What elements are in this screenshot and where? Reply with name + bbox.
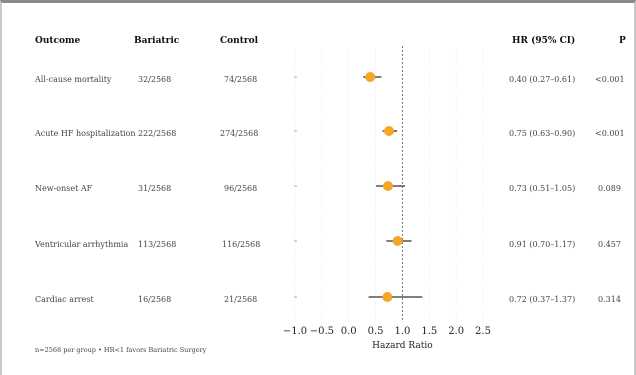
- row-hr-ci: 0.72 (0.37–1.37): [509, 295, 576, 304]
- x-tick-label: 0.5: [368, 326, 384, 337]
- row-bariatric: 31/2568: [138, 184, 172, 193]
- row-outcome: All-cause mortality: [35, 75, 112, 84]
- row-control: 116/2568: [222, 240, 261, 249]
- row-hr-ci: 0.75 (0.63–0.90): [509, 129, 576, 138]
- hr-point: [384, 126, 394, 136]
- row-control: 274/2568: [220, 129, 259, 138]
- hr-point: [365, 72, 376, 82]
- hr-point: [382, 181, 393, 191]
- row-control: 74/2568: [224, 75, 258, 84]
- row-hr-ci: 0.73 (0.51–1.05): [509, 184, 576, 193]
- row-outcome: Ventricular arrhythmia: [35, 240, 129, 249]
- x-axis-label: Hazard Ratio: [372, 341, 433, 351]
- row-outcome: Cardiac arrest: [35, 295, 94, 304]
- x-tick-label: −1.0: [283, 326, 307, 337]
- header-hr-ci: HR (95% CI): [512, 36, 576, 46]
- row-control: 96/2568: [224, 184, 258, 193]
- hr-point: [382, 292, 393, 302]
- row-control: 21/2568: [224, 295, 258, 304]
- row-hr-ci: 0.40 (0.27–0.61): [509, 75, 576, 84]
- row-outcome: New-onset AF: [35, 184, 93, 193]
- x-tick-label: 2.0: [448, 326, 464, 337]
- row-p-value: 0.457: [598, 240, 621, 249]
- x-tick-label: 1.5: [421, 326, 437, 337]
- hr-point: [392, 236, 403, 246]
- footer-note: n=2568 per group • HR<1 favors Bariatric…: [35, 346, 207, 354]
- row-outcome: Acute HF hospitalization: [35, 129, 136, 138]
- header-bariatric: Bariatric: [134, 36, 180, 46]
- row-p-value: <0.001: [595, 129, 625, 138]
- x-tick-label: 2.5: [475, 326, 491, 337]
- header-p-value: P: [619, 36, 626, 46]
- x-tick-label: 0.0: [341, 326, 357, 337]
- row-p-value: 0.314: [598, 295, 621, 304]
- row-p-value: <0.001: [595, 75, 625, 84]
- row-p-value: 0.089: [598, 184, 621, 193]
- row-bariatric: 222/2568: [138, 129, 177, 138]
- x-tick-label: 1.0: [394, 326, 410, 337]
- header-outcome: Outcome: [35, 36, 81, 46]
- header-control: Control: [220, 36, 259, 46]
- row-bariatric: 113/2568: [138, 240, 177, 249]
- row-bariatric: 16/2568: [138, 295, 172, 304]
- row-bariatric: 32/2568: [138, 75, 172, 84]
- row-hr-ci: 0.91 (0.70–1.17): [509, 240, 576, 249]
- x-tick-label: −0.5: [310, 326, 334, 337]
